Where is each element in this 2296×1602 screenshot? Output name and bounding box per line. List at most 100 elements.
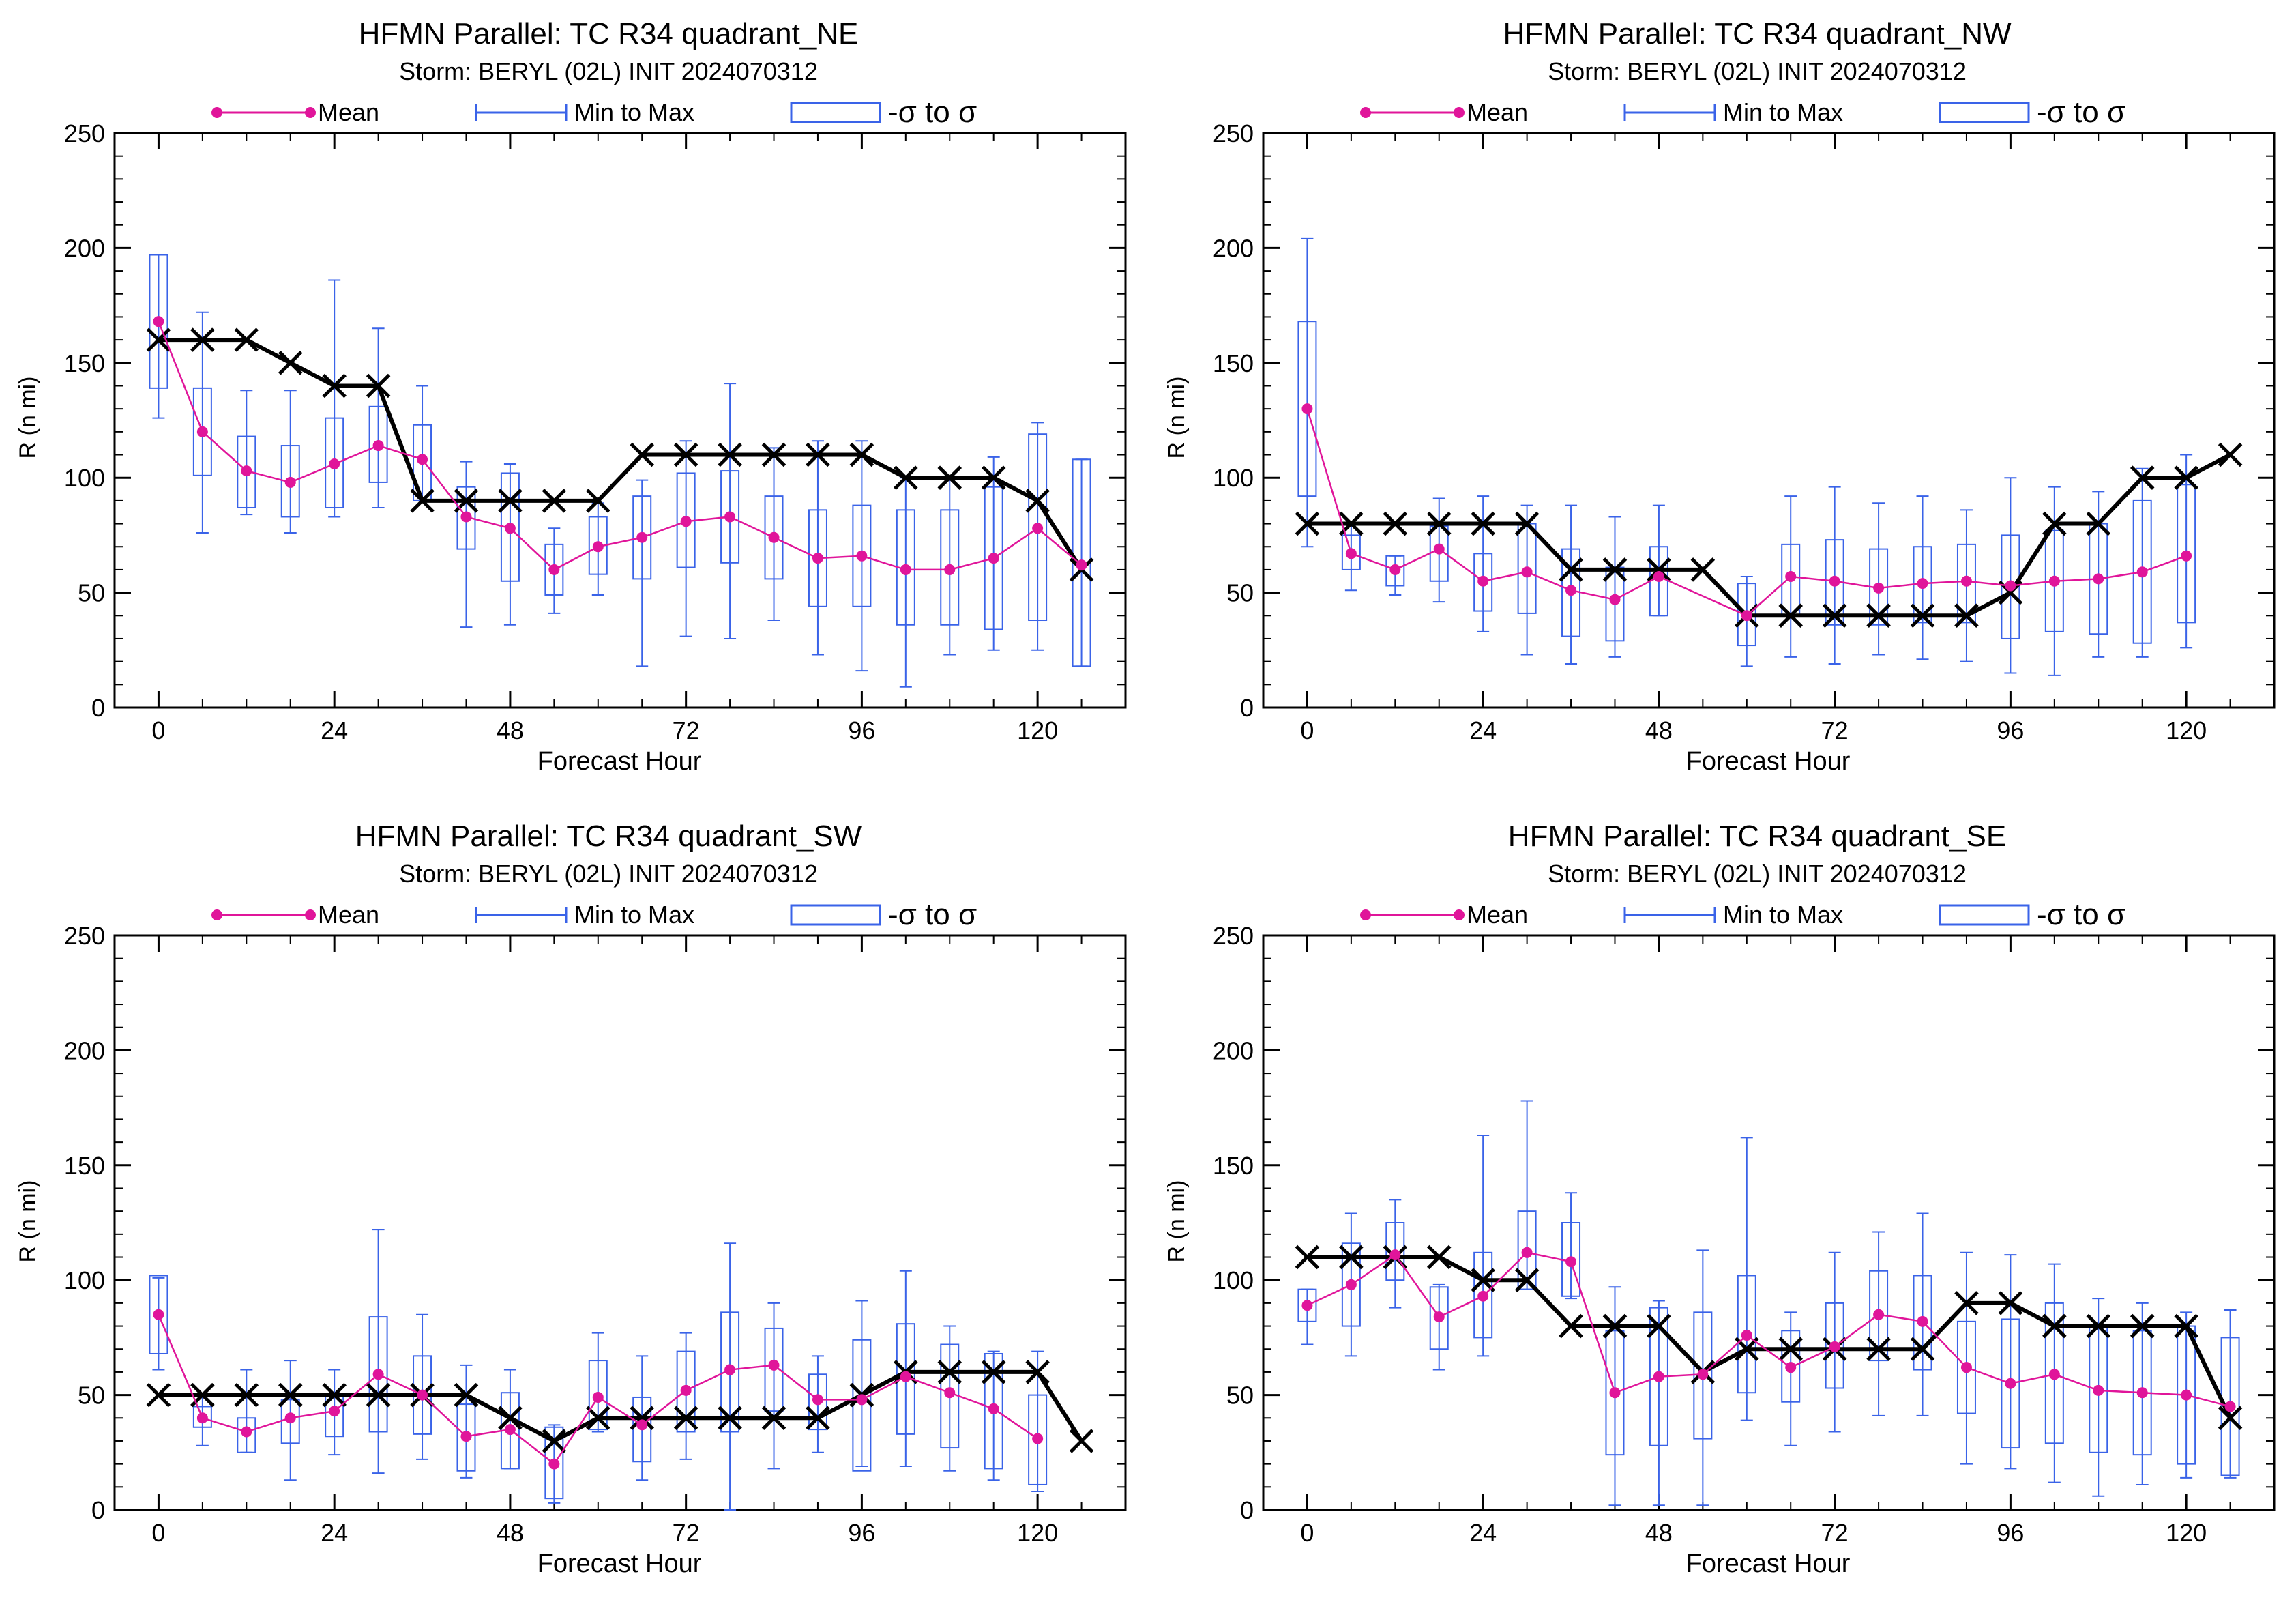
chart-title: HFMN Parallel: TC R34 quadrant_NW <box>1503 17 2012 50</box>
y-tick-label: 250 <box>64 922 105 950</box>
y-tick-label: 200 <box>64 1036 105 1064</box>
observed-x-marker <box>937 1360 962 1384</box>
plot-area: 0 24 48 72 96 120 0 50 100 150 200 250 <box>1213 922 2276 1547</box>
legend-label-mean: Mean <box>318 98 379 126</box>
x-marker-stroke <box>542 489 567 513</box>
x-tick-label: 0 <box>151 1519 165 1547</box>
x-marker-stroke <box>806 1406 830 1431</box>
y-tick-label: 50 <box>1226 579 1254 607</box>
x-marker-stroke <box>366 373 391 398</box>
legend-sigma-box <box>1939 904 2030 926</box>
x-marker-stroke <box>1690 557 1716 582</box>
x-marker-stroke <box>1602 557 1628 582</box>
observed-x-marker <box>2218 1406 2243 1431</box>
x-marker-stroke <box>2174 1313 2198 1339</box>
mean-point <box>1741 610 1752 622</box>
x-marker-stroke <box>1559 557 1583 582</box>
x-axis-label: Forecast Hour <box>538 1549 702 1578</box>
y-tick-label: 0 <box>1240 1496 1254 1524</box>
mean-point <box>417 1389 428 1401</box>
mean-point <box>1917 1315 1928 1327</box>
mean-point <box>1960 1362 1972 1373</box>
observed-x-marker <box>1025 489 1050 513</box>
observed-x-marker <box>1295 1244 1320 1270</box>
mean-point <box>284 476 296 488</box>
mean-point <box>2181 550 2192 562</box>
observed-x-marker <box>2042 1313 2067 1339</box>
observed-x-marker <box>1514 511 1540 536</box>
observed-x-marker <box>1822 603 1847 628</box>
observed-x-marker <box>146 1382 171 1408</box>
mean-point <box>1032 1433 1044 1444</box>
observed-x-marker <box>630 442 654 467</box>
mean-point <box>2093 1384 2104 1396</box>
mean-point <box>329 458 340 469</box>
observed-x-marker <box>410 489 435 513</box>
y-axis-label: R (n mi) <box>15 1180 41 1263</box>
observed-x-marker <box>1910 1337 1935 1362</box>
x-marker-stroke <box>1426 511 1452 536</box>
x-marker-stroke <box>937 1360 962 1384</box>
mean-point <box>1785 571 1797 583</box>
mean-point <box>460 511 472 523</box>
observed-x-marker <box>761 1406 786 1431</box>
y-tick-label: 0 <box>91 694 105 722</box>
mean-point <box>2005 1378 2016 1389</box>
mean-point <box>1565 585 1577 596</box>
chart-panel-ne: HFMN Parallel: TC R34 quadrant_NE Storm:… <box>15 17 1127 776</box>
x-tick-label: 96 <box>1997 1519 2024 1547</box>
y-tick-label: 100 <box>1213 464 1254 492</box>
x-marker-stroke <box>586 1406 610 1431</box>
chart-legend: Mean Min to Max -σ to σ <box>1360 898 2125 931</box>
x-marker-stroke <box>1514 1268 1540 1292</box>
x-marker-stroke <box>2130 465 2155 490</box>
y-tick-label: 50 <box>78 1382 105 1410</box>
mean-point <box>2181 1389 2192 1401</box>
mean-point <box>2136 566 2148 578</box>
mean-point <box>944 564 956 575</box>
observed-x-marker <box>1426 1244 1452 1270</box>
mean-point <box>372 1369 384 1380</box>
x-tick-label: 48 <box>1645 1519 1673 1547</box>
mean-point <box>1477 575 1489 587</box>
x-tick-label: 120 <box>2166 1519 2207 1547</box>
mean-point <box>768 531 780 543</box>
x-marker-stroke <box>1866 1337 1891 1362</box>
mean-point <box>1345 548 1357 559</box>
observed-x-marker <box>278 1382 303 1408</box>
mean-point <box>988 1403 999 1414</box>
observed-x-marker <box>278 351 303 375</box>
y-tick-label: 150 <box>64 349 105 377</box>
observed-x-marker <box>1471 511 1495 536</box>
y-axis-label: R (n mi) <box>1164 1180 1190 1263</box>
mean-point <box>944 1387 956 1399</box>
x-marker-stroke <box>542 1429 567 1453</box>
chart-legend: Mean Min to Max -σ to σ <box>1360 96 2125 129</box>
chart-subtitle: Storm: BERYL (02L) INIT 2024070312 <box>1548 860 1967 888</box>
y-tick-label: 250 <box>1213 119 1254 147</box>
observed-x-marker <box>1778 1337 1803 1362</box>
y-tick-label: 100 <box>1213 1266 1254 1294</box>
observed-x-marker <box>586 489 610 513</box>
observed-x-marker <box>673 442 698 467</box>
observed-x-marker <box>1559 557 1583 582</box>
mean-point <box>196 1412 208 1424</box>
mean-point <box>592 1391 604 1403</box>
mean-point <box>1565 1256 1577 1268</box>
mean-point <box>2224 1401 2236 1412</box>
x-marker-stroke <box>1602 1313 1628 1339</box>
x-marker-stroke <box>673 442 698 467</box>
chart-subtitle: Storm: BERYL (02L) INIT 2024070312 <box>399 57 818 85</box>
chart-panel-nw: HFMN Parallel: TC R34 quadrant_NW Storm:… <box>1164 17 2276 776</box>
x-marker-stroke <box>718 442 742 467</box>
observed-x-marker <box>454 1382 479 1408</box>
x-marker-stroke <box>410 489 435 513</box>
mean-point <box>1301 1300 1313 1311</box>
chart-legend: Mean Min to Max -σ to σ <box>211 898 977 931</box>
observed-x-marker <box>498 489 523 513</box>
plot-frame <box>1262 934 2276 1511</box>
observed-x-marker <box>146 327 171 352</box>
legend-mean-marker <box>211 107 222 118</box>
observed-x-marker <box>2130 1313 2155 1339</box>
x-marker-stroke <box>1514 511 1540 536</box>
